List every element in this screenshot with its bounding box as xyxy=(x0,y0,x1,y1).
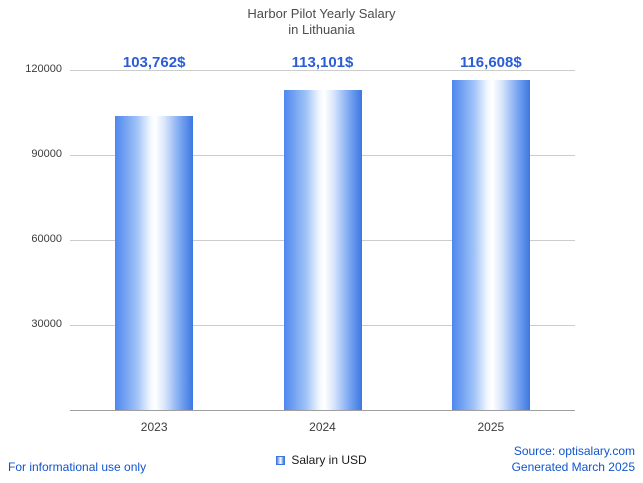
x-axis-category-label: 2024 xyxy=(309,420,336,434)
x-axis-category-label: 2023 xyxy=(140,420,168,434)
salary-bar[interactable] xyxy=(451,80,530,410)
source-block: Source: optisalary.com Generated March 2… xyxy=(512,443,635,475)
y-axis-tick-label: 30000 xyxy=(31,318,62,330)
chart-title-line1: Harbor Pilot Yearly Salary xyxy=(247,6,396,21)
bar-value-label: 103,762$ xyxy=(122,54,186,71)
salary-bar[interactable] xyxy=(115,116,194,410)
y-axis-tick-label: 120000 xyxy=(25,63,62,75)
x-axis-category-label: 2025 xyxy=(477,420,505,434)
y-axis-tick-label: 90000 xyxy=(31,148,62,160)
source-link[interactable]: Source: optisalary.com xyxy=(513,444,635,458)
x-axis-line xyxy=(70,410,575,411)
salary-bar[interactable] xyxy=(283,90,362,410)
generated-date-text: Generated March 2025 xyxy=(511,460,635,474)
legend-series-label: Salary in USD xyxy=(291,453,367,467)
bar-value-label: 113,101$ xyxy=(291,54,354,71)
bar-value-label: 116,608$ xyxy=(459,54,522,71)
gridline xyxy=(70,70,575,71)
chart-title-line2: in Lithuania xyxy=(288,22,355,37)
chart-title: Harbor Pilot Yearly Salary in Lithuania xyxy=(0,6,643,38)
legend-color-swatch-icon xyxy=(276,455,286,465)
y-axis-tick-label: 60000 xyxy=(31,233,62,245)
disclaimer-text: For informational use only xyxy=(8,460,147,474)
chart-legend: Salary in USD xyxy=(0,453,643,467)
